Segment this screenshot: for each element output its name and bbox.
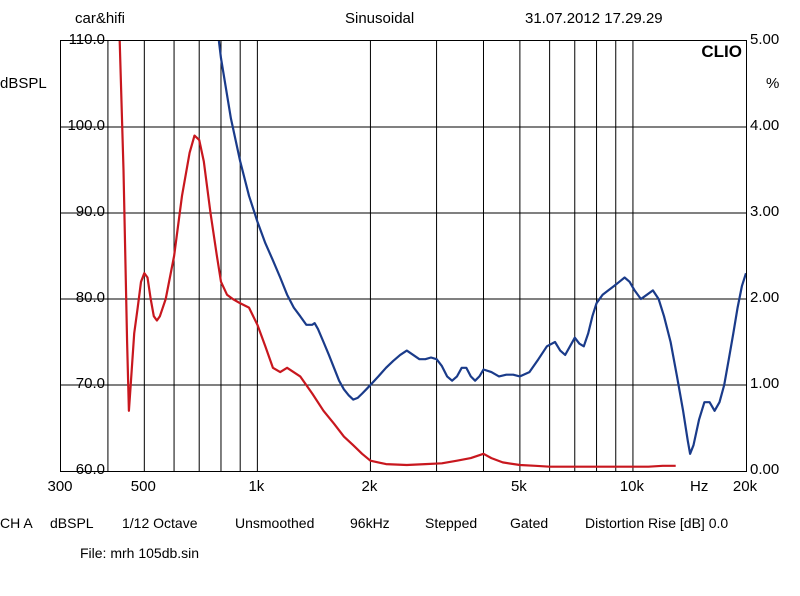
header-left: car&hifi	[75, 10, 125, 27]
chart-svg	[61, 41, 746, 471]
footer-item: CH A	[0, 515, 33, 531]
footer-item: Distortion Rise [dB] 0.0	[585, 515, 728, 531]
y2-tick-label: 3.00	[750, 203, 779, 220]
file-label: File:	[80, 545, 106, 561]
y2-unit: %	[766, 75, 779, 92]
footer-item: dBSPL	[50, 515, 94, 531]
file-name: mrh 105db.sin	[110, 545, 199, 561]
footer-item: 1/12 Octave	[122, 515, 198, 531]
y2-tick-label: 1.00	[750, 375, 779, 392]
y2-tick-label: 4.00	[750, 117, 779, 134]
y2-tick-label: 2.00	[750, 289, 779, 306]
trace-blue_trace	[219, 41, 746, 454]
y2-tick-label: 5.00	[750, 31, 779, 48]
footer-item: Stepped	[425, 515, 477, 531]
y-tick-label: 70.0	[55, 375, 105, 392]
header-center: Sinusoidal	[345, 10, 414, 27]
y-tick-label: 100.0	[55, 117, 105, 134]
x-tick-label: 10k	[620, 478, 644, 495]
file-row: File: mrh 105db.sin	[80, 545, 199, 561]
y-tick-label: 90.0	[55, 203, 105, 220]
footer-item: Unsmoothed	[235, 515, 314, 531]
x-tick-label: 500	[131, 478, 156, 495]
x-tick-label: 2k	[362, 478, 378, 495]
trace-red_trace	[120, 41, 676, 467]
y-tick-label: 80.0	[55, 289, 105, 306]
x-tick-label: 1k	[248, 478, 264, 495]
plot-area	[60, 40, 747, 472]
header-right: 31.07.2012 17.29.29	[525, 10, 663, 27]
footer-item: 96kHz	[350, 515, 390, 531]
y2-tick-label: 0.00	[750, 461, 779, 478]
x-unit: Hz	[690, 478, 708, 495]
y-unit: dBSPL	[0, 75, 47, 92]
footer-item: Gated	[510, 515, 548, 531]
x-tick-label: 300	[47, 478, 72, 495]
x-tick-label: 20k	[733, 478, 757, 495]
y-tick-label: 110.0	[55, 31, 105, 48]
y-tick-label: 60.0	[55, 461, 105, 478]
x-tick-label: 5k	[511, 478, 527, 495]
